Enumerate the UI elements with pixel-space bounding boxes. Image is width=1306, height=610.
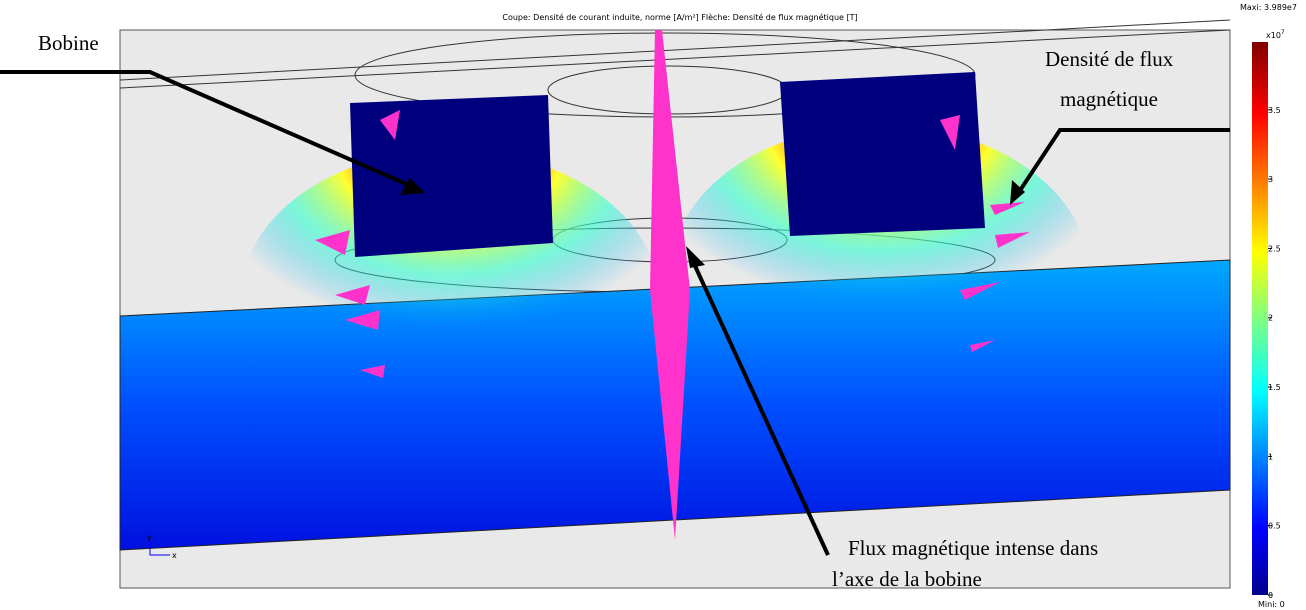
colorbar-tick-label: 0.5	[1268, 522, 1281, 531]
annotation: Bobine	[38, 31, 99, 55]
colorbar-tick-label: 2.5	[1268, 244, 1281, 253]
triad-label: y	[147, 533, 152, 542]
colorbar	[1252, 42, 1268, 595]
colorbar-multiplier: x107	[1266, 29, 1285, 40]
coil	[350, 95, 553, 257]
colorbar-tick-label: 2	[1268, 314, 1273, 323]
annotation: magnétique	[1060, 87, 1158, 111]
colorbar-tick-label: 1.5	[1268, 383, 1281, 392]
annotation: Flux magnétique intense dans	[848, 536, 1098, 560]
triad-label: x	[172, 551, 177, 560]
coil	[780, 72, 985, 236]
colorbar-min: Mini: 0	[1258, 600, 1285, 609]
annotation: l’axe de la bobine	[832, 567, 982, 591]
colorbar-tick-label: 3.5	[1268, 106, 1281, 115]
screenshot: Coupe: Densité de courant induite, norme…	[0, 0, 1306, 610]
annotation: Densité de flux	[1045, 47, 1174, 71]
colorbar-tick-label: 0	[1268, 591, 1273, 600]
multiplier: x10	[1266, 31, 1281, 40]
colorbar-max: Maxi: 3.989e7	[1240, 3, 1297, 12]
plot-title: Coupe: Densité de courant induite, norme…	[502, 12, 857, 22]
exponent: 7	[1281, 29, 1285, 36]
colorbar-tick-label: 1	[1268, 452, 1273, 461]
colorbar-tick-label: 3	[1268, 175, 1273, 184]
